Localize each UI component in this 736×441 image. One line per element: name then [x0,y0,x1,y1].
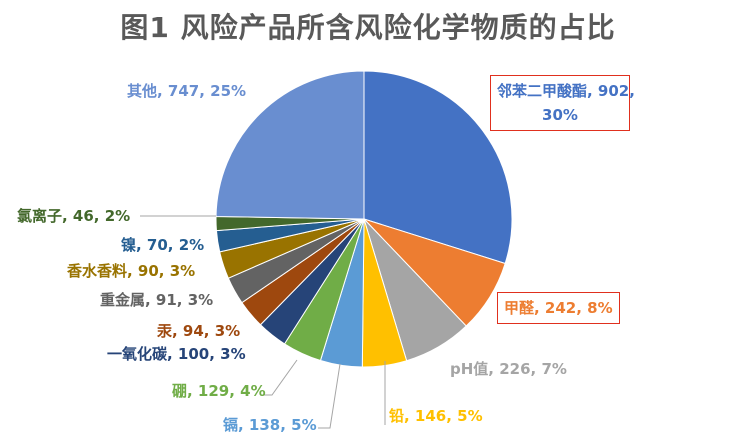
label-co: 一氧化碳, 100, 3% [107,345,246,363]
label-phthalate: 邻苯二甲酸酯, 902, 30% [490,75,635,131]
label-phthalate-line1: 邻苯二甲酸酯, 902, [497,82,635,100]
pie-slice-12 [215,70,365,220]
label-cadmium: 镉, 138, 5% [223,416,317,434]
label-chloride: 氯离子, 46, 2% [17,207,131,225]
leader-line-1 [318,363,341,429]
label-other: 其他, 747, 25% [127,82,247,100]
label-boron: 硼, 129, 4% [172,382,266,400]
label-mercury: 汞, 94, 3% [157,322,241,340]
label-lead: 铅, 146, 5% [389,407,483,425]
pie-slice-0 [363,70,513,265]
chart-title: 图1 风险产品所含风险化学物质的占比 [120,11,616,44]
label-fragrance: 香水香料, 90, 3% [67,262,196,280]
label-ph: pH值, 226, 7% [450,360,567,378]
label-nickel: 镍, 70, 2% [121,236,205,254]
label-phthalate-line2: 30% [542,106,578,124]
label-heavy-metal: 重金属, 91, 3% [100,291,214,309]
leader-line-2 [260,359,298,396]
label-formaldehyde: 甲醛, 242, 8% [497,292,620,324]
